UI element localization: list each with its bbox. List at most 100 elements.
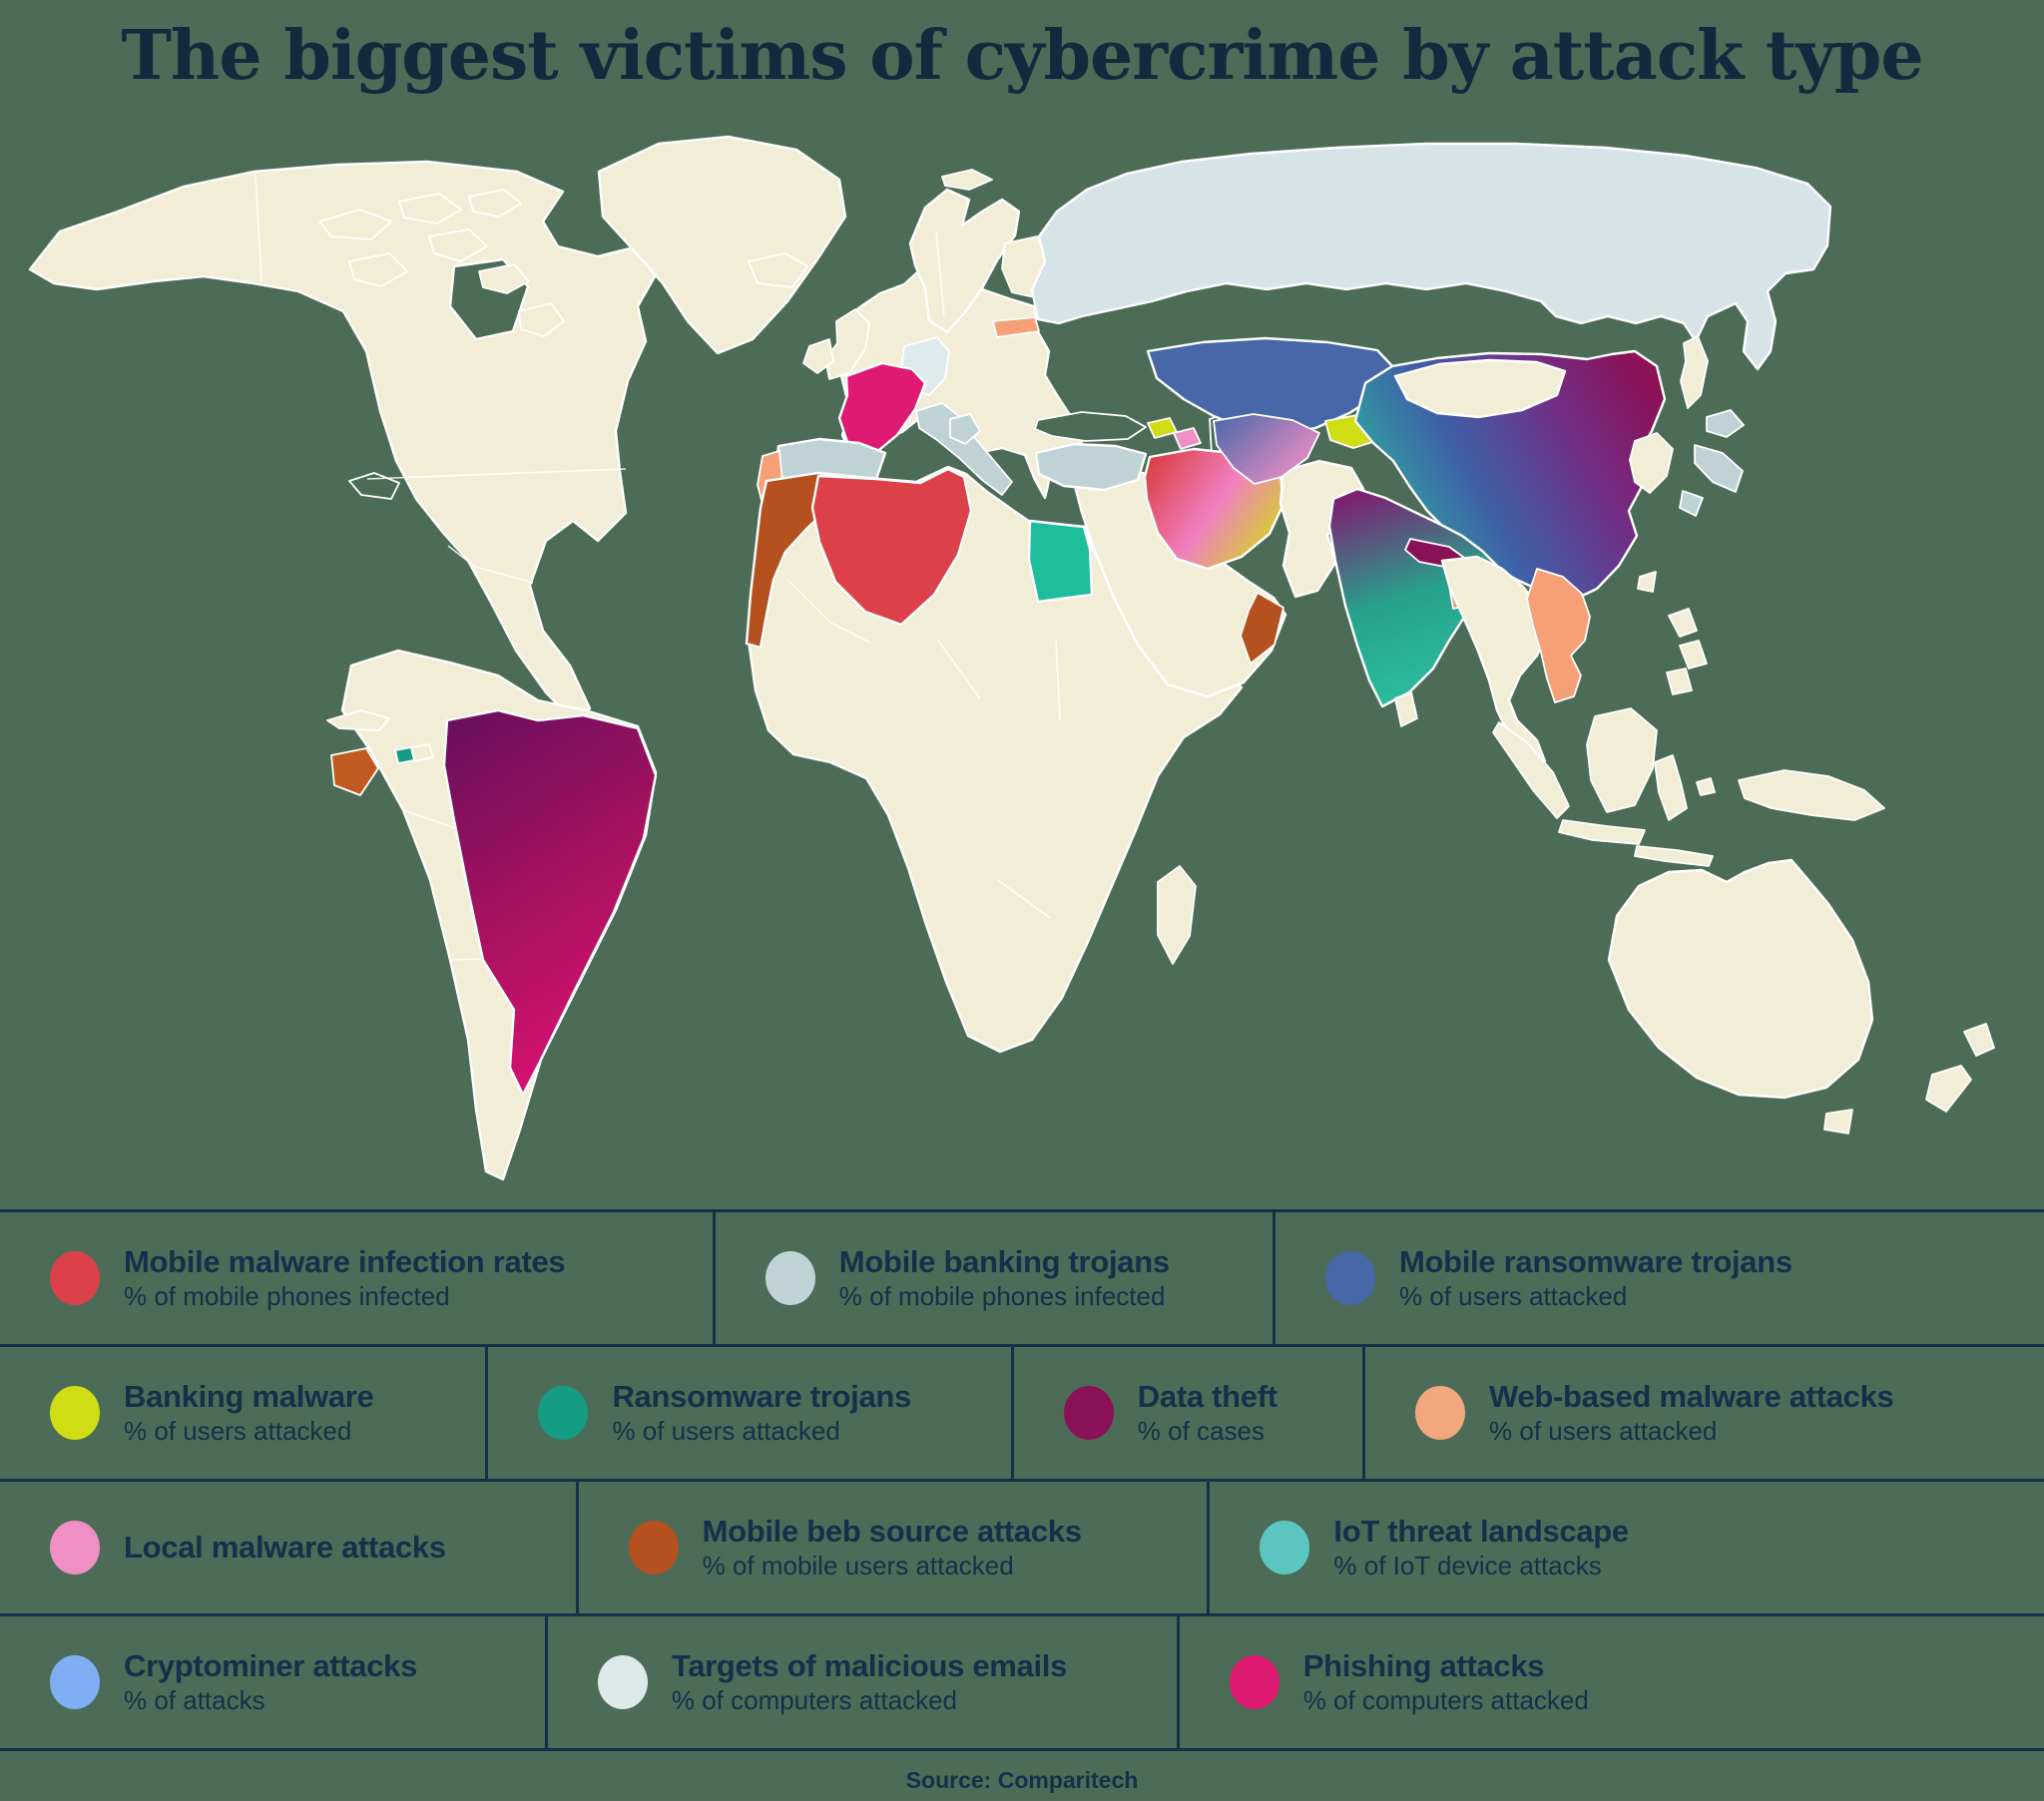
legend-item-data-theft: Data theft % of cases [1014,1347,1366,1479]
country-italy [915,402,1013,496]
country-georgia [1147,417,1178,439]
legend-item-sublabel: % of computers attacked [1302,1685,1589,1716]
island-new-guinea [1738,769,1885,821]
legend-color-dot [50,1655,100,1709]
legend-item-banking-malware: Banking malware % of users attacked [0,1347,489,1479]
legend-item-label: Mobile beb source attacks [702,1513,1082,1549]
legend-color-dot [538,1386,589,1440]
great-lakes [348,472,400,500]
island-sri-lanka [1394,691,1418,727]
legend-item-sublabel: % of IoT device attacks [1333,1551,1602,1581]
country-kazakhstan [1146,336,1395,437]
legend-color-dot [597,1655,648,1709]
country-oman [1240,592,1284,665]
border-norway-sweden [935,230,945,317]
island-sakhalin [1680,335,1709,409]
legend-item-cryptominer: Cryptominer attacks % of attacks [0,1616,548,1748]
legend-item-sublabel: % of mobile phones infected [838,1281,1166,1312]
world-map [28,135,1995,1181]
country-greenland [597,135,847,355]
island-sulawesi [1654,754,1688,821]
country-russia [1030,142,1832,371]
country-japan [1679,409,1745,517]
region-southeast-asia [1440,555,1549,763]
legend-item-mobile-malware: Mobile malware infection rates % of mobi… [0,1212,716,1344]
country-algeria [810,467,973,627]
legend-item-sublabel: % of users attacked [124,1416,352,1447]
legend-row: Mobile malware infection rates % of mobi… [0,1212,2044,1347]
country-korea [1629,432,1674,494]
island-tasmania [1823,1109,1853,1134]
legend-item-sublabel: % of computers attacked [671,1685,957,1716]
legend-item-mobile-banking-trojans: Mobile banking trojans % of mobile phone… [716,1212,1276,1344]
legend-item-label: Ransomware trojans [612,1378,911,1414]
legend-item-sublabel: % of cases [1137,1416,1265,1447]
country-mongolia [1393,358,1567,419]
country-united-kingdom [824,308,870,380]
legend-row: Cryptominer attacks % of attacks Targets… [0,1616,2044,1751]
island-taiwan [1637,571,1657,593]
legend-item-label: Mobile ransomware trojans [1398,1243,1792,1279]
legend-item-sublabel: % of mobile users attacked [702,1551,1014,1581]
border-africa-east [997,879,1051,919]
source-note: Source: Comparitech [905,1767,1139,1793]
country-croatia-slovenia [949,413,981,445]
border-africa-sahel [787,580,871,644]
border-africa-sudan [1055,640,1061,721]
legend-item-local-malware: Local malware attacks [0,1482,579,1613]
country-iceland [748,252,808,288]
country-australia [1607,858,1874,1100]
legend-item-sublabel: % of users attacked [1489,1416,1718,1447]
legend-item-ransomware-trojans: Ransomware trojans % of users attacked [488,1347,1014,1479]
legend-item-label: Phishing attacks [1302,1647,1545,1683]
country-egypt [1027,519,1094,604]
legend-color-dot [1229,1655,1279,1709]
legend-item-mobile-beb-source: Mobile beb source attacks % of mobile us… [579,1482,1211,1613]
legend-color-dot [1260,1521,1310,1575]
country-uzbekistan-turkmenistan [1213,413,1320,485]
legend-item-label: IoT threat landscape [1333,1513,1629,1549]
island-maluku [1696,777,1716,796]
country-ireland [802,338,834,374]
country-new-zealand [1925,1023,1995,1113]
legend-color-dot [628,1521,679,1575]
legend-color-dot [50,1251,100,1305]
legend-row: Local malware attacks Mobile beb source … [0,1482,2044,1616]
legend-color-dot [765,1251,815,1305]
legend-item-web-based-malware: Web-based malware attacks % of users att… [1365,1347,2044,1479]
border-us-canada [366,468,627,480]
legend-item-sublabel: % of users attacked [1398,1281,1628,1312]
country-north-america [28,160,660,722]
country-haiti [394,746,415,764]
legend-item-label: Data theft [1137,1378,1278,1414]
legend-item-sublabel: % of mobile phones infected [124,1281,450,1312]
legend-item-phishing: Phishing attacks % of computers attacked [1180,1616,2044,1748]
legend-table: Mobile malware infection rates % of mobi… [0,1209,2044,1751]
country-india [1327,487,1501,708]
legend-color-dot [50,1386,100,1440]
legend-item-malicious-emails: Targets of malicious emails % of compute… [548,1616,1180,1748]
country-france [837,361,927,460]
legend-item-iot-threat: IoT threat landscape % of IoT device att… [1210,1482,2044,1613]
country-brazil [442,708,658,1097]
legend-color-dot [1063,1386,1114,1440]
legend-item-label: Local malware attacks [124,1529,446,1565]
legend-item-label: Web-based malware attacks [1489,1378,1894,1414]
island-madagascar [1157,865,1197,965]
arctic-islands [318,189,565,337]
legend-item-label: Banking malware [124,1378,374,1414]
border-alaska-canada [255,173,262,282]
legend-item-sublabel: % of users attacked [612,1416,840,1447]
legend-color-dot [1324,1251,1375,1305]
legend-item-mobile-ransomware-trojans: Mobile ransomware trojans % of users att… [1276,1212,2044,1344]
legend-item-sublabel: % of attacks [124,1685,265,1716]
island-borneo [1586,707,1658,813]
legend-row: Banking malware % of users attacked Rans… [0,1347,2044,1482]
country-turkey [1034,442,1148,492]
country-vietnam [1526,568,1591,703]
border-africa-congo [937,640,981,699]
border-us-mexico [447,545,534,584]
legend-item-label: Targets of malicious emails [671,1647,1068,1683]
island-sumatra [1492,721,1570,819]
